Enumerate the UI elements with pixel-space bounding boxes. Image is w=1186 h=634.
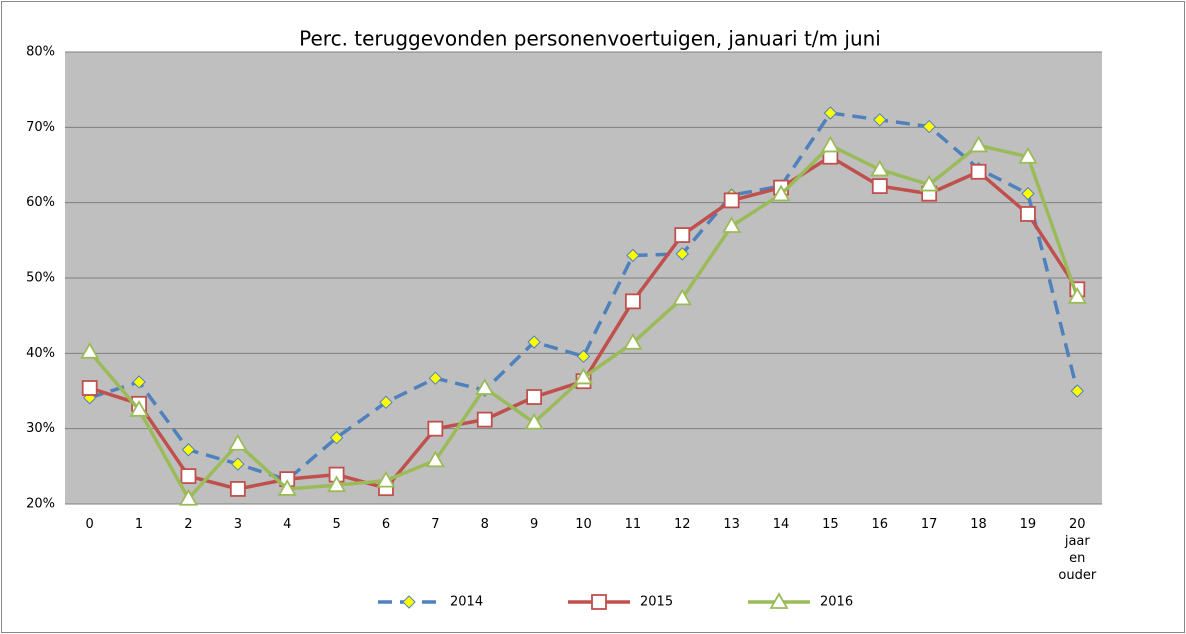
data-point <box>327 475 347 493</box>
data-point <box>968 135 989 153</box>
data-point <box>129 400 149 417</box>
y-tick-label: 70% <box>26 120 55 135</box>
x-tick-label: 8 <box>480 517 489 532</box>
series-line <box>89 111 1080 482</box>
data-point <box>873 113 887 127</box>
data-point <box>623 332 643 350</box>
data-point <box>376 470 396 488</box>
x-tick-label: 20 jaar en ouder <box>1058 517 1097 583</box>
data-point <box>672 288 692 306</box>
x-tick-label: 11 <box>624 517 642 532</box>
data-point <box>573 367 594 385</box>
data-point <box>723 192 740 209</box>
data-point <box>970 163 987 180</box>
y-tick-label: 30% <box>26 421 55 436</box>
data-point <box>180 468 197 485</box>
data-point <box>475 378 495 395</box>
x-tick-label: 10 <box>575 517 592 532</box>
data-point <box>181 443 196 457</box>
data-point <box>1021 186 1035 201</box>
data-point <box>919 174 939 192</box>
data-point <box>428 371 443 385</box>
data-point <box>1018 146 1038 164</box>
y-tick-label: 60% <box>26 195 55 210</box>
data-point <box>132 375 146 389</box>
data-point <box>870 159 890 177</box>
data-point <box>624 293 641 310</box>
data-point <box>80 342 100 359</box>
data-point <box>1067 287 1087 304</box>
legend-label: 2016 <box>820 595 853 610</box>
x-tick-label: 0 <box>85 517 94 532</box>
data-point <box>379 395 393 410</box>
x-tick-label: 7 <box>431 517 440 532</box>
data-point <box>674 227 691 243</box>
data-point <box>476 411 493 428</box>
x-tick-label: 18 <box>970 517 987 532</box>
legend-label: 2015 <box>640 595 673 610</box>
data-point <box>675 247 689 261</box>
data-point <box>228 433 248 451</box>
data-point <box>1070 384 1085 398</box>
data-point <box>823 106 838 120</box>
x-tick-label: 15 <box>822 517 839 532</box>
data-point <box>626 248 640 263</box>
chart-title: Perc. teruggevonden personenvoertuigen, … <box>299 27 881 51</box>
y-tick-label: 80% <box>26 45 55 60</box>
x-tick-label: 17 <box>920 517 938 532</box>
legend-marker <box>591 594 607 610</box>
legend-label: 2014 <box>450 595 483 610</box>
y-tick-label: 40% <box>26 346 55 361</box>
x-tick-label: 3 <box>233 517 242 532</box>
data-point <box>526 389 543 405</box>
x-tick-label: 4 <box>283 517 292 532</box>
x-tick-label: 12 <box>673 517 691 532</box>
data-point <box>1020 206 1036 222</box>
data-point <box>771 184 791 202</box>
x-tick-label: 19 <box>1019 517 1037 532</box>
y-tick-label: 20% <box>26 497 55 512</box>
x-tick-label: 2 <box>184 517 193 532</box>
data-point <box>922 119 936 134</box>
x-tick-label: 13 <box>723 517 740 532</box>
data-point <box>329 430 344 445</box>
data-point <box>81 380 98 396</box>
data-point <box>231 457 245 471</box>
x-tick-label: 5 <box>332 517 341 532</box>
data-point <box>527 335 541 349</box>
data-point <box>277 479 297 496</box>
legend-marker <box>769 592 789 609</box>
data-point <box>524 412 544 430</box>
data-point <box>871 178 888 194</box>
data-point <box>229 481 246 497</box>
data-point <box>427 420 444 437</box>
y-tick-label: 50% <box>26 271 55 286</box>
data-point <box>820 135 840 153</box>
data-point <box>722 216 742 233</box>
data-point <box>576 349 591 364</box>
x-tick-label: 1 <box>134 517 144 532</box>
x-tick-label: 14 <box>772 517 790 532</box>
legend-marker <box>402 595 416 609</box>
x-tick-label: 16 <box>871 517 889 532</box>
x-tick-label: 6 <box>381 517 391 532</box>
data-point <box>178 488 199 506</box>
data-point <box>425 450 445 468</box>
x-tick-label: 9 <box>529 517 539 532</box>
